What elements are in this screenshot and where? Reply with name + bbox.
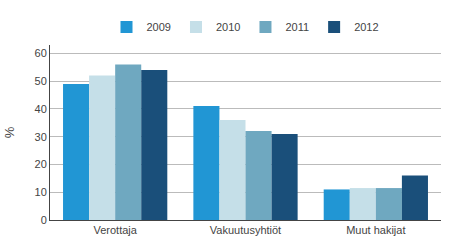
svg-text:Verottaja: Verottaja (93, 224, 137, 236)
svg-text:2011: 2011 (285, 21, 309, 33)
svg-text:Vakuutusyhtiöt: Vakuutusyhtiöt (210, 224, 281, 236)
svg-text:2012: 2012 (354, 21, 378, 33)
svg-text:40: 40 (35, 103, 47, 115)
svg-text:2010: 2010 (216, 21, 240, 33)
svg-text:0: 0 (41, 214, 47, 226)
svg-text:%: % (2, 126, 17, 138)
svg-text:2009: 2009 (147, 21, 171, 33)
svg-text:10: 10 (35, 186, 47, 198)
svg-text:60: 60 (35, 47, 47, 59)
svg-text:50: 50 (35, 75, 47, 87)
svg-text:20: 20 (35, 158, 47, 170)
svg-text:30: 30 (35, 131, 47, 143)
svg-text:Muut hakijat: Muut hakijat (346, 224, 405, 236)
